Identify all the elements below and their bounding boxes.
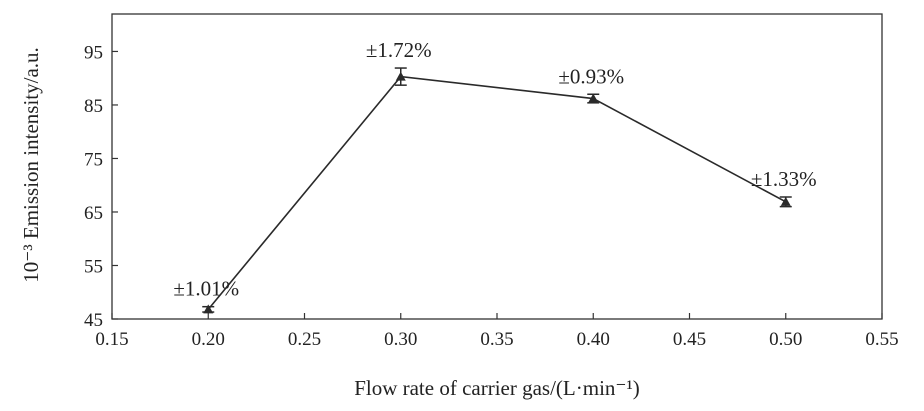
y-tick-label: 85 xyxy=(84,96,103,117)
y-axis-ticks: 45 55 65 75 85 95 xyxy=(84,42,118,331)
x-tick-label: 0.20 xyxy=(192,329,225,350)
data-point-marker xyxy=(780,196,791,206)
data-point-marker xyxy=(588,93,599,103)
data-series xyxy=(202,67,792,314)
data-label: ±0.93% xyxy=(558,64,624,88)
data-labels: ±1.01% ±1.72% ±0.93% ±1.33% xyxy=(173,38,816,301)
y-tick-label: 75 xyxy=(84,149,103,170)
data-label: ±1.72% xyxy=(366,38,432,62)
data-point-marker xyxy=(395,71,406,81)
series-line xyxy=(207,75,787,310)
x-tick-label: 0.55 xyxy=(865,329,898,350)
x-tick-label: 0.25 xyxy=(288,329,321,350)
y-tick-label: 45 xyxy=(84,310,103,331)
x-tick-label: 0.35 xyxy=(480,329,513,350)
y-tick-label: 95 xyxy=(84,42,103,63)
y-tick-label: 65 xyxy=(84,203,103,224)
data-label: ±1.01% xyxy=(173,277,239,301)
data-label: ±1.33% xyxy=(751,167,817,191)
x-axis-ticks: 0.15 0.20 0.25 0.30 0.35 0.40 0.45 0.50 0.55 xyxy=(95,313,899,350)
x-tick-label: 0.15 xyxy=(95,329,128,350)
x-tick-label: 0.50 xyxy=(769,329,802,350)
x-axis-label: Flow rate of carrier gas/(L·min⁻¹) xyxy=(354,376,640,400)
y-axis-label: 10⁻³ Emission intensity/a.u. xyxy=(19,47,43,283)
y-tick-label: 55 xyxy=(84,256,103,277)
x-tick-label: 0.40 xyxy=(577,329,610,350)
data-point-marker xyxy=(203,304,214,314)
x-tick-label: 0.45 xyxy=(673,329,706,350)
x-tick-label: 0.30 xyxy=(384,329,417,350)
